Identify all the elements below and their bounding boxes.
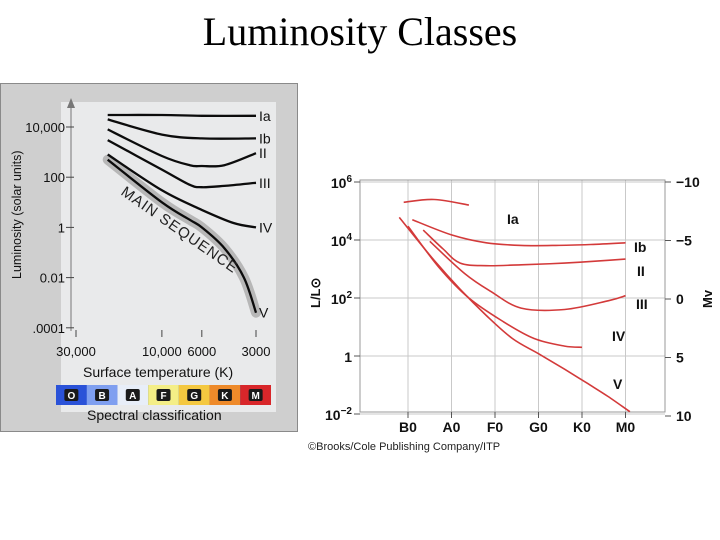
series-label-ib: Ib — [634, 239, 646, 255]
class-label-ib: Ib — [259, 130, 271, 146]
series-label-iv: IV — [612, 328, 626, 344]
spectral-letter: K — [221, 391, 229, 402]
x-tick-label: A0 — [443, 419, 461, 435]
spectral-chip — [64, 389, 79, 401]
spectral-letter: F — [160, 391, 166, 402]
y2-tick-group: −10 −5 0 5 10 — [665, 174, 700, 424]
series-line-iii — [429, 240, 626, 312]
y2-tick-label: 10 — [676, 408, 692, 424]
y-tick-label: 1 — [344, 349, 352, 365]
y2-tick-label: −10 — [676, 174, 700, 190]
spectral-letter: M — [251, 391, 259, 402]
spectral-letter: A — [129, 391, 136, 402]
y-tick-label: .0001 — [32, 321, 65, 336]
y2-tick-label: 5 — [676, 350, 684, 366]
series-line-iv — [407, 225, 583, 349]
y-tick-label: 1 — [58, 220, 65, 235]
y-tick-label: 10−2 — [325, 406, 352, 423]
spectral-letter: O — [67, 391, 75, 402]
spectral-chip — [125, 389, 140, 401]
y-tick-label: 106 — [331, 174, 353, 191]
x-tick-label: B0 — [399, 419, 417, 435]
x-tick-label: F0 — [487, 419, 504, 435]
spectral-chip — [95, 389, 110, 401]
y-tick-label: 102 — [331, 290, 353, 307]
spectral-classification-label: Spectral classification — [87, 407, 222, 423]
y-axis-label: Luminosity (solar units) — [10, 150, 24, 279]
class-label-iv: IV — [259, 219, 273, 235]
y-axis-arrow — [67, 98, 75, 108]
x-tick-label: 3000 — [242, 344, 271, 359]
x-tick-group: B0 A0 F0 G0 K0 M0 — [399, 412, 635, 435]
series-label-iii: III — [636, 296, 648, 312]
series-line-v — [398, 216, 631, 413]
y-tick-label: 0.01 — [40, 271, 65, 286]
class-label-ia: Ia — [259, 108, 271, 124]
red-hr-diagram: L/L⊙ Mv 106 104 102 1 10−2 −10 −5 0 5 10 B0 A0 F0 G… — [308, 174, 715, 435]
y-tick-group: 106 104 102 1 10−2 — [325, 174, 360, 423]
plot-area — [61, 102, 276, 412]
luminosity-class-lines — [102, 113, 261, 318]
y2-axis-label: Mv — [700, 289, 715, 308]
class-line-v — [106, 158, 258, 314]
class-line-iii — [107, 139, 257, 189]
class-line-iv — [107, 153, 257, 229]
x-tick-label: 10,000 — [142, 344, 182, 359]
class-label-ii: II — [259, 145, 267, 161]
class-label-iii: III — [259, 175, 271, 191]
series-lines — [398, 198, 631, 413]
spectral-chip — [156, 389, 171, 401]
credit-text: ©Brooks/Cole Publishing Company/ITP — [308, 441, 501, 453]
plot-frame — [359, 179, 666, 413]
series-label-v: V — [613, 376, 623, 392]
hr-diagram-panel: Luminosity (solar units) 10,000 100 1 0.01.… — [0, 83, 298, 432]
spectral-chip — [217, 389, 232, 401]
series-line-ia — [403, 198, 470, 206]
y-tick-label: 104 — [331, 232, 353, 249]
y-tick-label: 10,000 — [25, 120, 65, 135]
y-axis-label: L/L⊙ — [308, 278, 323, 308]
x-tick-label: 30,000 — [56, 344, 96, 359]
class-line-ib — [107, 118, 257, 140]
series-line-ii — [422, 229, 626, 267]
x-tick-label: K0 — [573, 419, 591, 435]
spectral-letter: G — [190, 391, 198, 402]
x-tick-group: 30,000 10,000 6000 3000 — [56, 330, 270, 359]
class-line-ia — [107, 113, 257, 117]
series-label-ia: Ia — [507, 211, 519, 227]
y2-tick-label: −5 — [676, 233, 692, 249]
x-tick-label: M0 — [616, 419, 636, 435]
series-label-ii: II — [637, 263, 645, 279]
x-tick-label: G0 — [529, 419, 548, 435]
y-tick-group: 10,000 100 1 0.01 .0001 — [25, 120, 74, 336]
hr-diagram: Luminosity (solar units) 10,000 100 1 0.01.… — [10, 98, 276, 423]
x-tick-label: 6000 — [187, 344, 216, 359]
slide-title: Luminosity Classes — [202, 9, 518, 54]
red-hr-diagram-panel: L/L⊙ Mv 106 104 102 1 10−2 −10 −5 0 5 10 B0 A0 F0 G… — [300, 160, 720, 440]
y-tick-label: 100 — [43, 170, 65, 185]
y2-tick-label: 0 — [676, 291, 684, 307]
spectral-chip — [248, 389, 263, 401]
class-label-v: V — [259, 305, 269, 321]
x-axis-label: Surface temperature (K) — [83, 364, 233, 380]
series-line-ib — [412, 218, 626, 247]
spectral-chip — [187, 389, 202, 401]
spectral-letter: B — [98, 391, 105, 402]
grid-group — [360, 180, 665, 415]
class-line-ii — [107, 128, 257, 168]
